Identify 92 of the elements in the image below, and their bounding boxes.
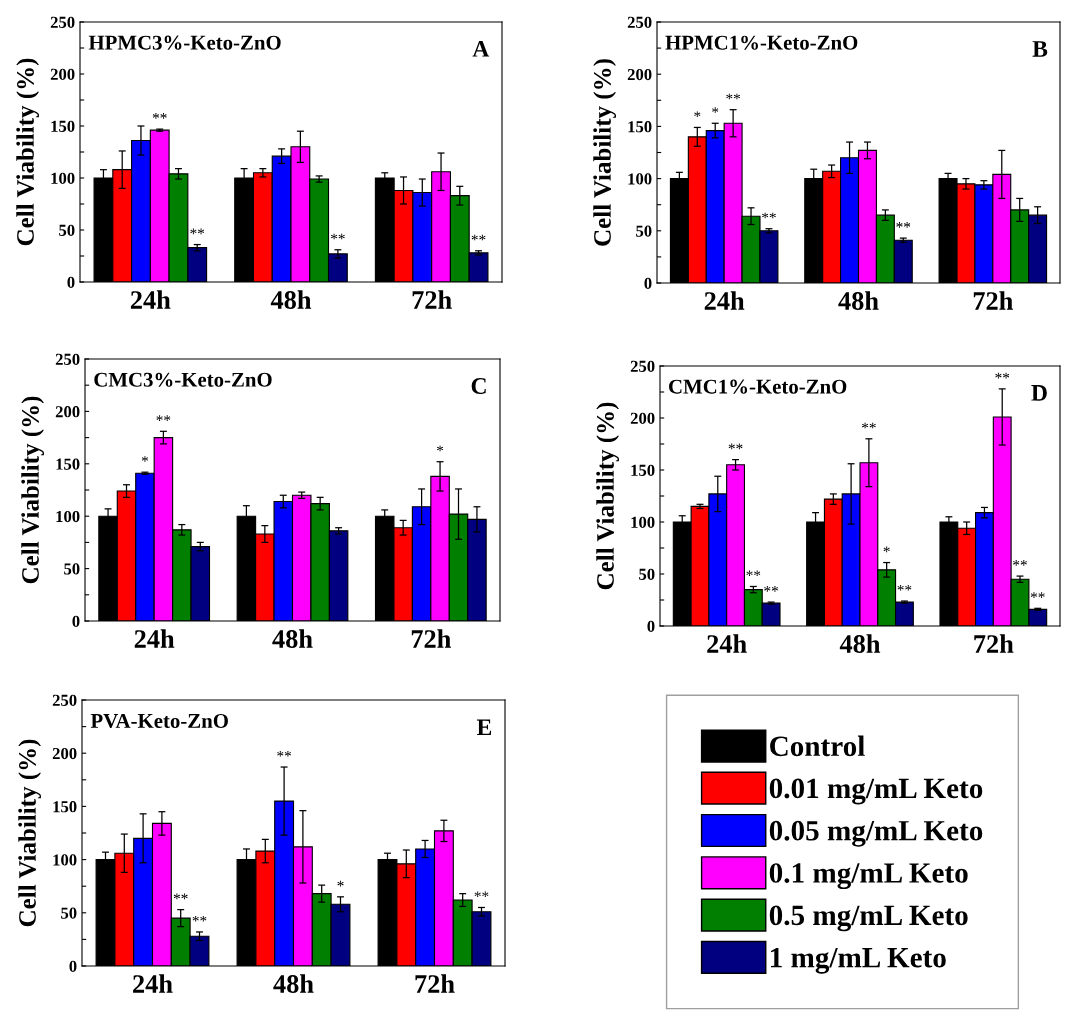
- data-label: **: [762, 212, 776, 219]
- data-label: **: [152, 113, 167, 119]
- y-axis-title: Cell Viability (%): [596, 402, 620, 590]
- data-label: *: [141, 456, 149, 462]
- annotation: C: [471, 378, 486, 394]
- x-tick-label: 72h: [412, 290, 452, 309]
- x-tick-label: 24h: [130, 290, 171, 309]
- annotation: B: [1032, 41, 1048, 57]
- x-tick-label: 48h: [270, 290, 312, 309]
- x-tick-label: 48h: [838, 291, 879, 310]
- y-tick-label: 250: [630, 360, 655, 372]
- data-label: **: [156, 415, 171, 421]
- y-tick-label: 100: [628, 173, 652, 185]
- x-tick-label: 48h: [272, 629, 313, 648]
- y-tick-label: 100: [56, 510, 80, 523]
- x-tick-label: 72h: [973, 291, 1013, 310]
- y-tick-label: 50: [59, 224, 75, 236]
- y-tick-label: 0: [644, 277, 652, 289]
- x-tick-label: 24h: [134, 629, 175, 648]
- y-tick-label: 150: [51, 120, 75, 132]
- data-label: *: [337, 880, 344, 887]
- data-label: **: [173, 893, 188, 900]
- x-tick-label: 48h: [273, 974, 314, 993]
- y-tick-label: 150: [631, 464, 655, 476]
- x-tick-label: 24h: [133, 974, 173, 993]
- y-tick-label: 200: [52, 747, 77, 760]
- data-label: **: [192, 915, 207, 922]
- y-tick-label: 200: [627, 68, 652, 81]
- data-label: *: [436, 445, 444, 452]
- y-tick-label: 0: [647, 620, 655, 632]
- y-tick-label: 50: [636, 225, 652, 237]
- data-label: **: [764, 586, 779, 592]
- data-label: **: [277, 751, 292, 757]
- data-label: **: [897, 585, 912, 591]
- y-tick-label: 50: [639, 568, 655, 580]
- y-axis-title: Cell Viability (%): [16, 58, 40, 246]
- y-tick-label: 150: [53, 801, 77, 813]
- y-tick-label: 100: [631, 516, 655, 528]
- data-label: *: [712, 107, 719, 113]
- y-axis-title: Cell Viability (%): [21, 396, 45, 584]
- y-tick-label: 250: [50, 16, 75, 28]
- y-tick-label: 250: [55, 353, 80, 365]
- data-label: **: [995, 372, 1010, 379]
- legend-label: 1 mg/mL Keto: [771, 947, 946, 974]
- y-tick-label: 200: [55, 406, 80, 418]
- data-label: **: [190, 228, 205, 235]
- data-label: *: [883, 546, 890, 553]
- x-tick-label: 72h: [974, 634, 1014, 653]
- x-tick-label: 72h: [415, 974, 455, 993]
- y-tick-label: 150: [56, 458, 80, 470]
- y-tick-label: 50: [61, 907, 77, 919]
- legend-label: 0.01 mg/mL Keto: [769, 778, 983, 805]
- y-tick-label: 250: [52, 694, 77, 706]
- data-label: **: [1030, 592, 1045, 598]
- x-tick-label: 48h: [839, 634, 881, 653]
- y-tick-label: 200: [630, 412, 655, 424]
- y-tick-label: 100: [53, 854, 77, 866]
- text: PVA-Keto-ZnO: [90, 713, 228, 729]
- data-label: **: [728, 443, 743, 450]
- y-tick-label: 150: [628, 121, 652, 133]
- data-label: **: [471, 234, 486, 241]
- data-label: **: [331, 233, 345, 240]
- data-label: **: [746, 570, 761, 577]
- y-tick-label: 0: [69, 960, 77, 972]
- annotation: A: [472, 41, 490, 57]
- x-tick-label: 24h: [704, 291, 745, 310]
- y-axis-title: Cell Viability (%): [593, 59, 617, 246]
- y-tick-label: 50: [64, 563, 80, 575]
- chart-title: CMC1%-Keto-ZnO: [669, 379, 847, 394]
- x-tick-label: 72h: [411, 629, 451, 648]
- chart-title: HPMC1%-Keto-ZnO: [665, 35, 858, 50]
- y-tick-label: 250: [627, 16, 652, 28]
- data-label: **: [896, 222, 911, 228]
- data-label: **: [726, 93, 741, 100]
- y-tick-label: 200: [50, 68, 75, 80]
- annotation: E: [476, 719, 492, 735]
- annotation: D: [1031, 385, 1047, 401]
- data-label: *: [694, 111, 701, 118]
- y-axis-title: Cell Viability (%): [18, 739, 42, 927]
- chart-title: CMC3%-Keto-ZnO: [94, 372, 272, 387]
- y-tick-label: 100: [51, 172, 75, 184]
- legend-label: Control: [770, 735, 865, 757]
- legend-label: 0.05 mg/mL Keto: [769, 820, 983, 847]
- legend-label: 0.1 mg/mL Keto: [769, 863, 968, 889]
- legend-label: 0.5 mg/mL Keto: [769, 905, 968, 932]
- data-label: **: [474, 891, 489, 898]
- chart-title: HPMC3%-Keto-ZnO: [88, 35, 281, 50]
- y-tick-label: 0: [67, 276, 75, 288]
- data-label: **: [1013, 560, 1027, 566]
- x-tick-label: 24h: [707, 634, 747, 653]
- data-label: **: [862, 422, 876, 429]
- y-tick-label: 0: [72, 615, 80, 627]
